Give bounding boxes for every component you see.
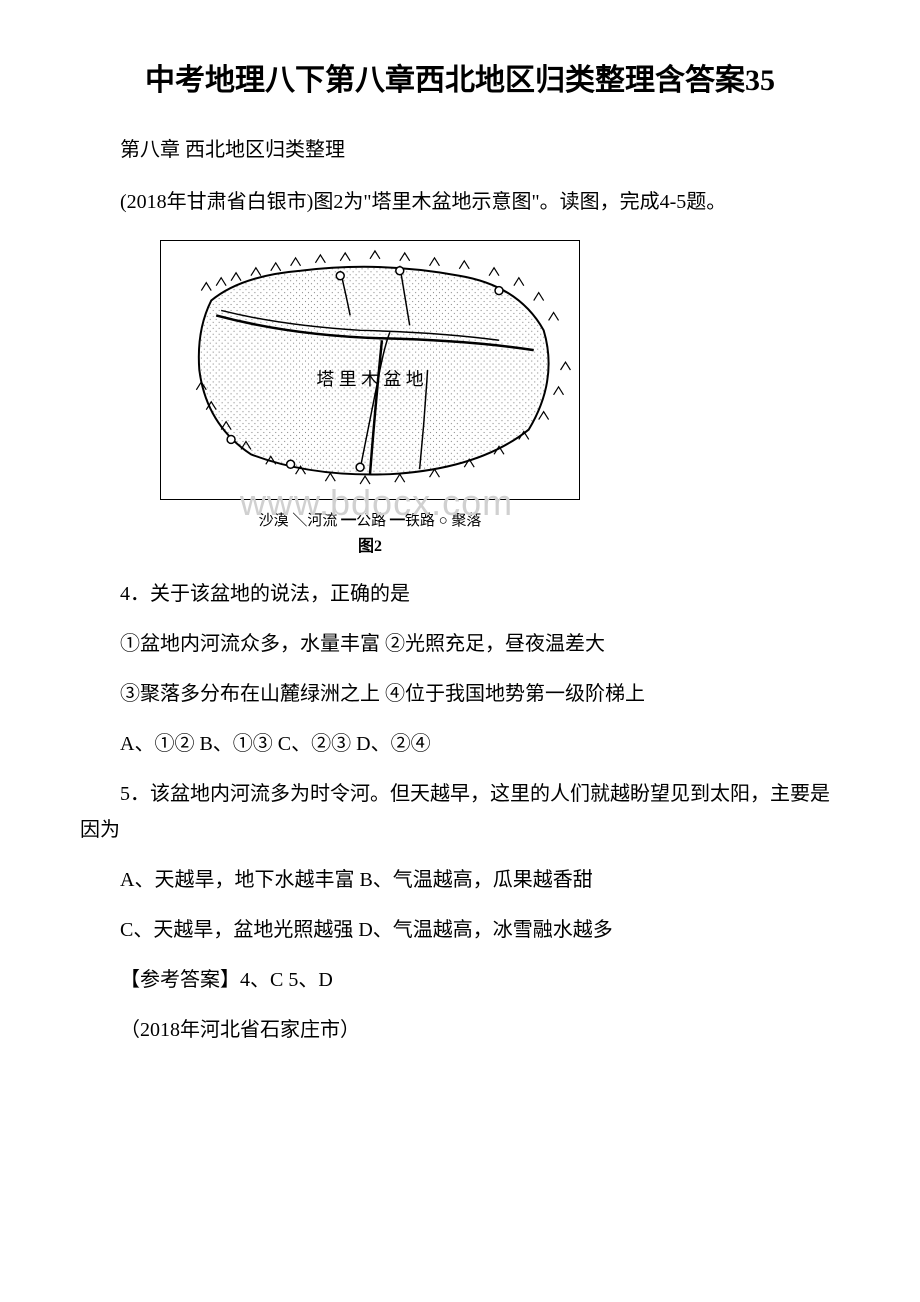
question-intro: (2018年甘肃省白银市)图2为"塔里木盆地示意图"。读图，完成4-5题。 <box>80 184 840 220</box>
q4-options-line1: ①盆地内河流众多，水量丰富 ②光照充足，昼夜温差大 <box>80 626 840 662</box>
q5-choices-line1: A、天越旱，地下水越丰富 B、气温越高，瓜果越香甜 <box>80 862 840 898</box>
q4-options-line2: ③聚落多分布在山麓绿洲之上 ④位于我国地势第一级阶梯上 <box>80 676 840 712</box>
map-legend: 沙漠 ＼河流 ━公路 ━铁路 ○ 聚落 <box>160 509 580 530</box>
q4-stem: 4．关于该盆地的说法，正确的是 <box>80 576 840 612</box>
q4-choices: A、①② B、①③ C、②③ D、②④ <box>80 726 840 762</box>
chapter-subtitle: 第八章 西北地区归类整理 <box>80 132 840 168</box>
figure-box: 塔 里 木 盆 地 沙漠 ＼河流 ━公路 ━铁路 ○ 聚落 www.bdocx.… <box>160 240 580 556</box>
tarim-basin-map: 塔 里 木 盆 地 <box>160 240 580 500</box>
next-source: （2018年河北省石家庄市） <box>80 1012 840 1048</box>
document-title: 中考地理八下第八章西北地区归类整理含答案35 <box>80 60 840 102</box>
basin-label: 塔 里 木 盆 地 <box>316 369 423 389</box>
answer-reference: 【参考答案】4、C 5、D <box>80 962 840 998</box>
q5-stem: 5．该盆地内河流多为时令河。但天越早，这里的人们就越盼望见到太阳，主要是因为 <box>80 776 840 848</box>
figure-caption: 图2 <box>160 532 580 556</box>
figure-container: 塔 里 木 盆 地 沙漠 ＼河流 ━公路 ━铁路 ○ 聚落 www.bdocx.… <box>160 240 840 556</box>
q5-choices-line2: C、天越旱，盆地光照越强 D、气温越高，冰雪融水越多 <box>80 912 840 948</box>
